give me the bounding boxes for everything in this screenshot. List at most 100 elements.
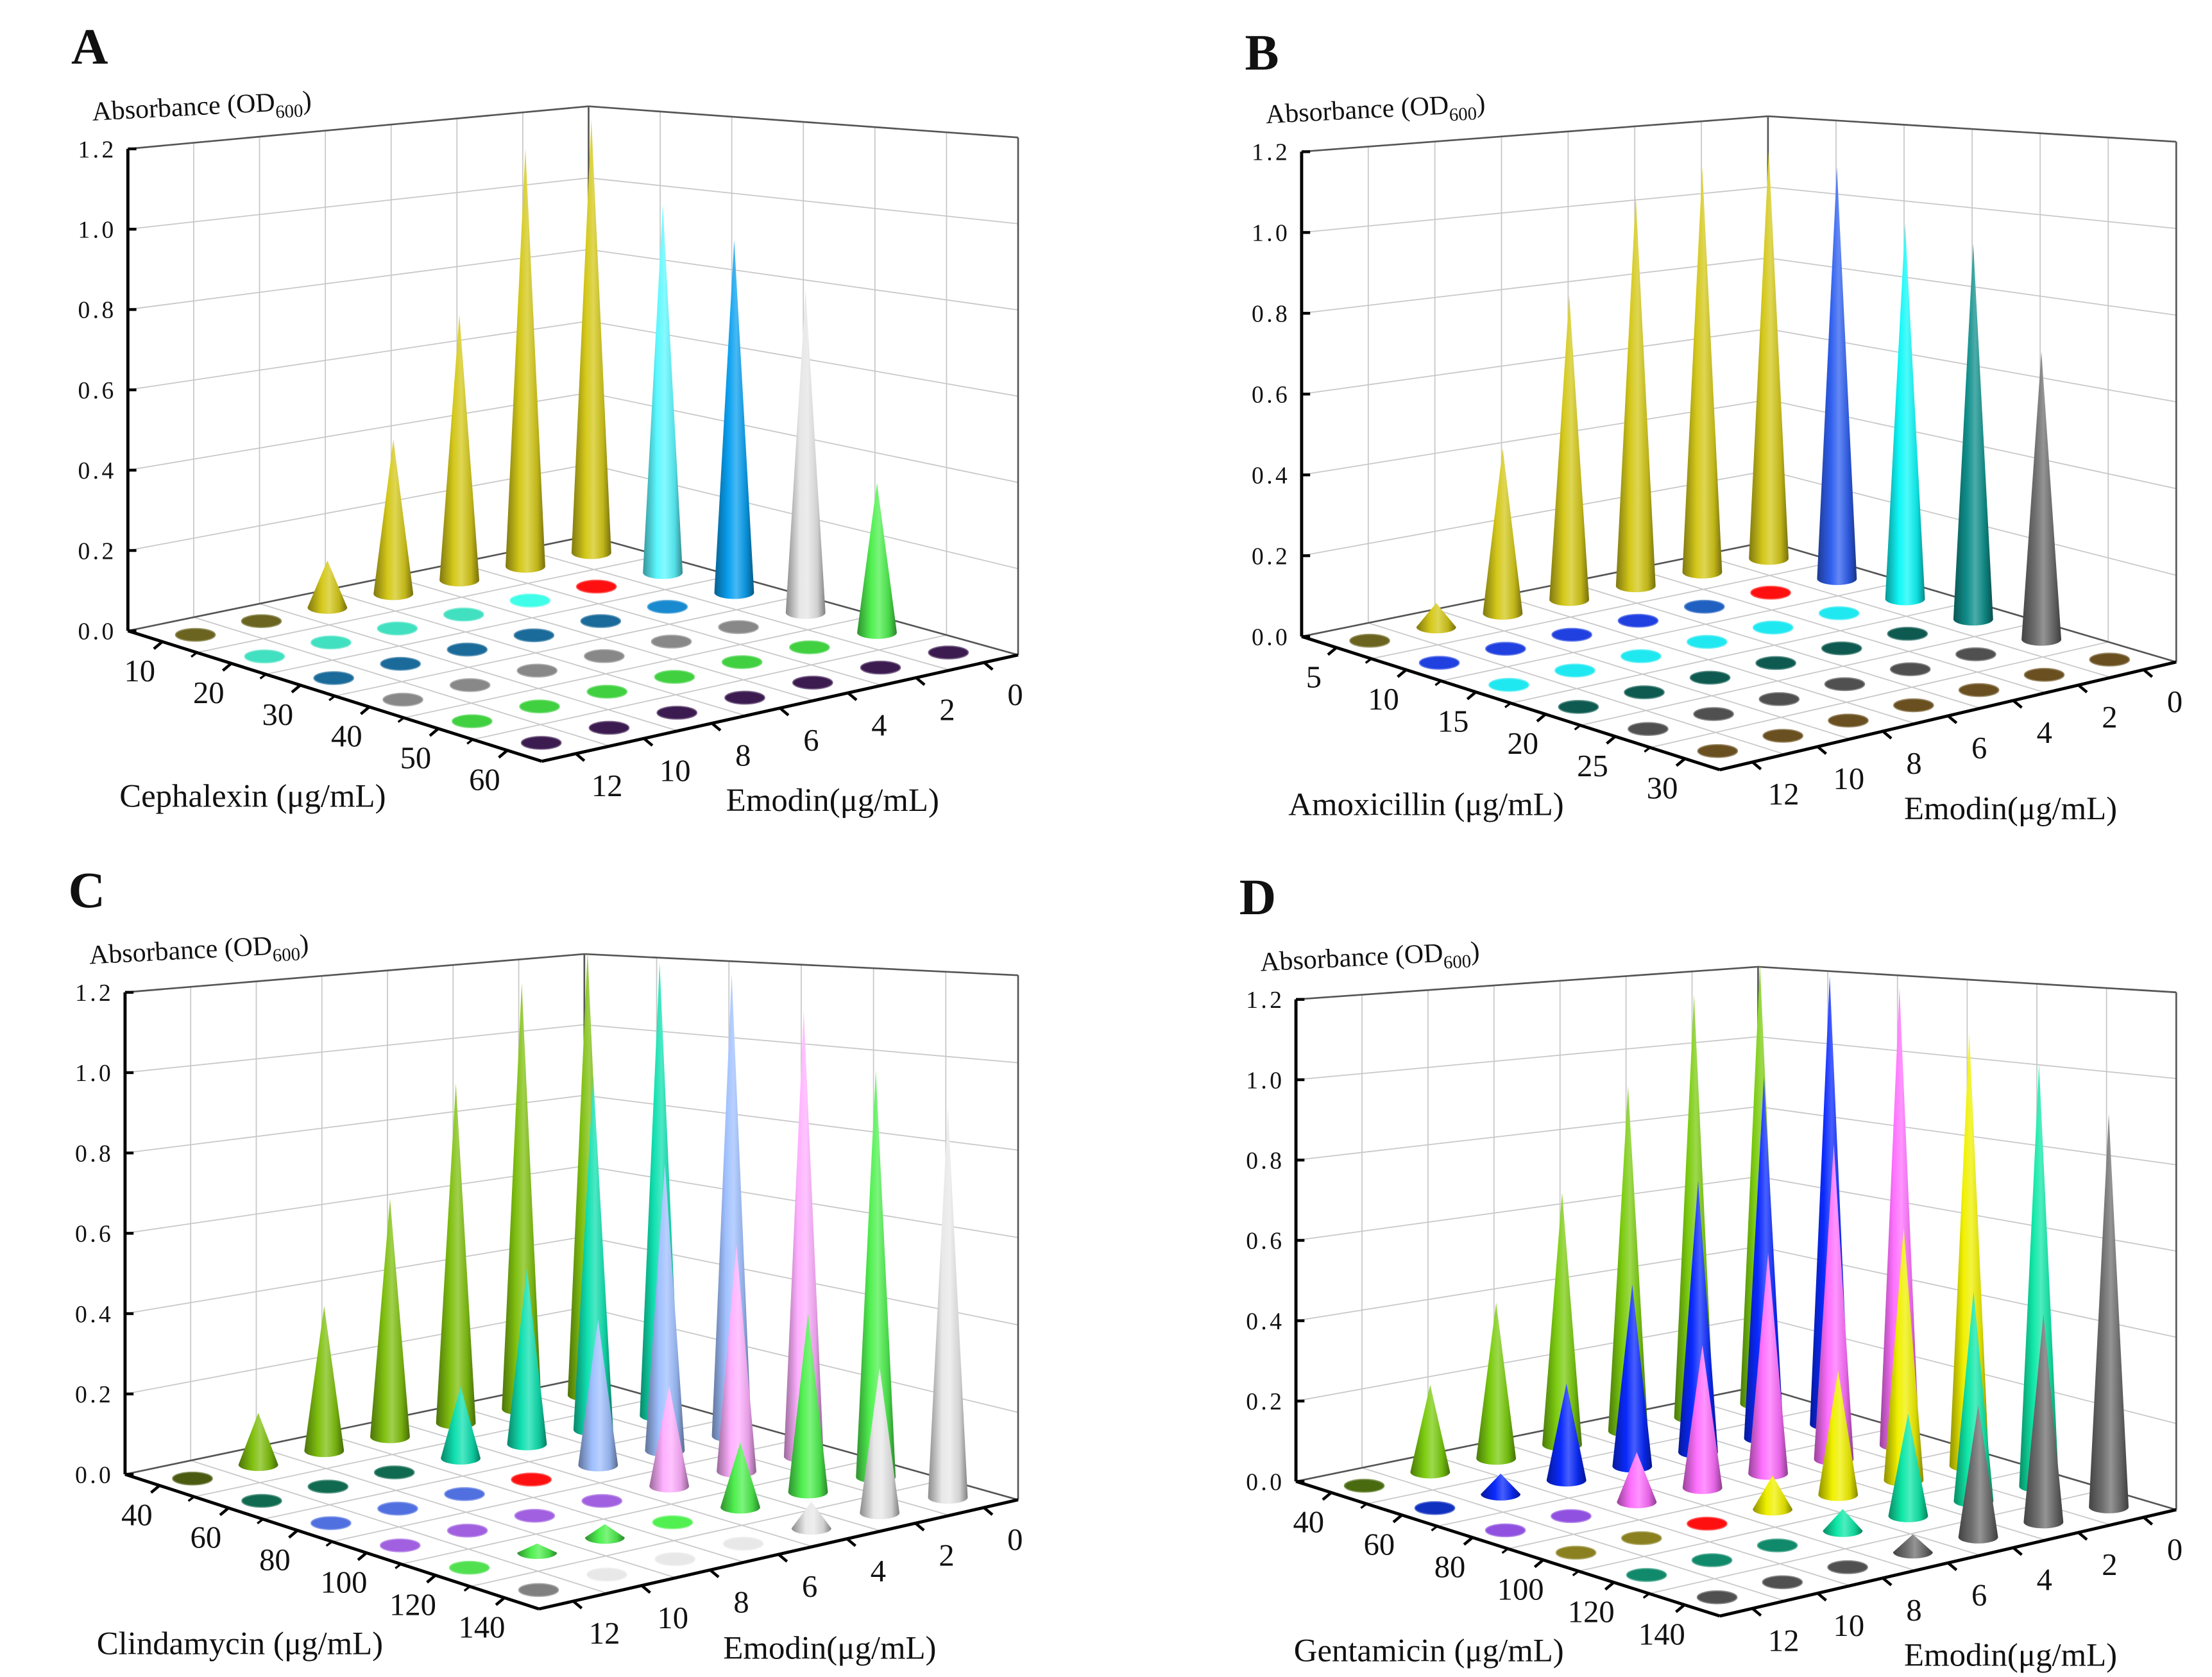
cone-mark [1483,448,1523,620]
x-tick-mark [357,1551,368,1562]
box-edge [1767,115,2177,143]
x-tick-mark [495,1596,506,1606]
y-tick-label: 0 [1007,677,1023,712]
y-tick-label: 8 [733,1585,749,1619]
x-tick-label: 20 [1508,726,1539,761]
x-minor-tick [397,717,405,723]
disc-mark [452,714,493,729]
y-tick-mark [983,1506,994,1516]
x-minor-tick [1574,724,1581,731]
y-tick-label: 12 [1768,1623,1799,1658]
floor-gridline [1510,601,1973,704]
floor-gridline [472,634,947,740]
box-edge [1758,966,2177,994]
disc-mark [1689,670,1731,685]
floor-gridline [457,562,883,686]
y-axis-title: Emodin(μg/mL) [726,782,939,818]
wall-gridline [1301,186,1768,234]
cone-mark [860,1368,900,1520]
x-tick-mark [1533,1558,1544,1569]
x-tick-label: 10 [124,654,155,688]
cone-mark [238,1413,278,1471]
floor-gridline [256,1446,676,1579]
disc-mark [1624,685,1665,699]
y-tick-mark [1947,715,1958,724]
y-tick-label: 2 [939,1538,954,1573]
z-tick-label: 1.2 [75,980,114,1007]
disc-mark [449,678,491,692]
floor-gridline [1634,568,2046,694]
x-tick-label: 40 [1293,1504,1324,1539]
disc-mark [722,1537,764,1551]
floor-gridline [193,617,610,747]
disc-mark [1558,700,1599,714]
disc-mark [307,1479,349,1494]
x-tick-label: 80 [1434,1549,1466,1584]
disc-mark [509,593,551,608]
disc-mark [1955,647,1996,661]
x-tick-label: 5 [1306,660,1322,694]
y-tick-mark [2077,684,2088,694]
disc-mark [1762,729,1804,743]
disc-mark [1621,1531,1662,1545]
cone-mark [1893,1534,1933,1559]
floor-gridline [1568,581,1981,709]
y-tick-mark [914,1522,925,1532]
disc-mark [1617,613,1659,628]
x-tick-label: 40 [121,1497,153,1532]
x-tick-mark [1604,1581,1615,1591]
panel-letter: C [69,862,105,919]
x-axis-title: Amoxicillin (μg/mL) [1288,787,1563,822]
x-tick-label: 40 [331,719,362,754]
z-tick-label: 0.0 [1252,624,1290,651]
x-minor-tick [328,695,336,701]
x-tick-mark [221,662,233,672]
x-tick-label: 15 [1438,704,1469,739]
x-tick-label: 30 [1647,770,1678,805]
disc-mark [1821,641,1862,656]
z-tick-label: 0.2 [1252,543,1290,570]
x-minor-tick [466,738,474,745]
z-axis-title-subscript: 600 [1449,103,1477,125]
x-axis-title: Clindamycin (μg/mL) [97,1626,383,1662]
wall-gridline [1296,1036,1758,1080]
z-tick-label: 0.6 [1252,382,1290,409]
cone-mark [2023,1314,2064,1529]
box-edge [124,953,584,994]
y-tick-mark [846,1537,856,1547]
y-tick-mark [575,753,586,762]
cone-mark [373,439,414,600]
cone-mark [1958,1405,1998,1544]
cone-mark [571,119,611,559]
floor-gridline [1701,554,2111,678]
x-minor-tick [1572,1570,1579,1576]
disc-mark [241,614,282,629]
disc-mark [1683,599,1725,614]
y-tick-mark [1947,1562,1958,1571]
x-minor-tick [325,1540,333,1547]
disc-mark [311,635,352,650]
x-minor-tick [191,651,198,658]
wall-gridline [588,177,1019,225]
cone-mark [1884,1227,1924,1487]
disc-mark [1626,1568,1667,1582]
disc-mark [379,1538,421,1553]
disc-mark [518,1583,559,1597]
disc-mark [580,614,622,628]
floor-gridline [1580,621,2041,726]
disc-mark [1485,1523,1526,1538]
z-tick-label: 1.2 [78,137,116,163]
cone-mark [643,204,683,579]
x-tick-label: 20 [193,676,225,710]
cone-mark [502,983,542,1416]
cone-mark [791,1501,831,1535]
cone-mark [584,1524,625,1544]
y-tick-mark [1751,1607,1762,1617]
cone-mark [1481,1474,1521,1501]
floor-gridline [1501,595,1916,724]
y-tick-mark [1751,761,1762,770]
cone-mark [507,1268,547,1451]
cone-mark [928,1107,968,1504]
